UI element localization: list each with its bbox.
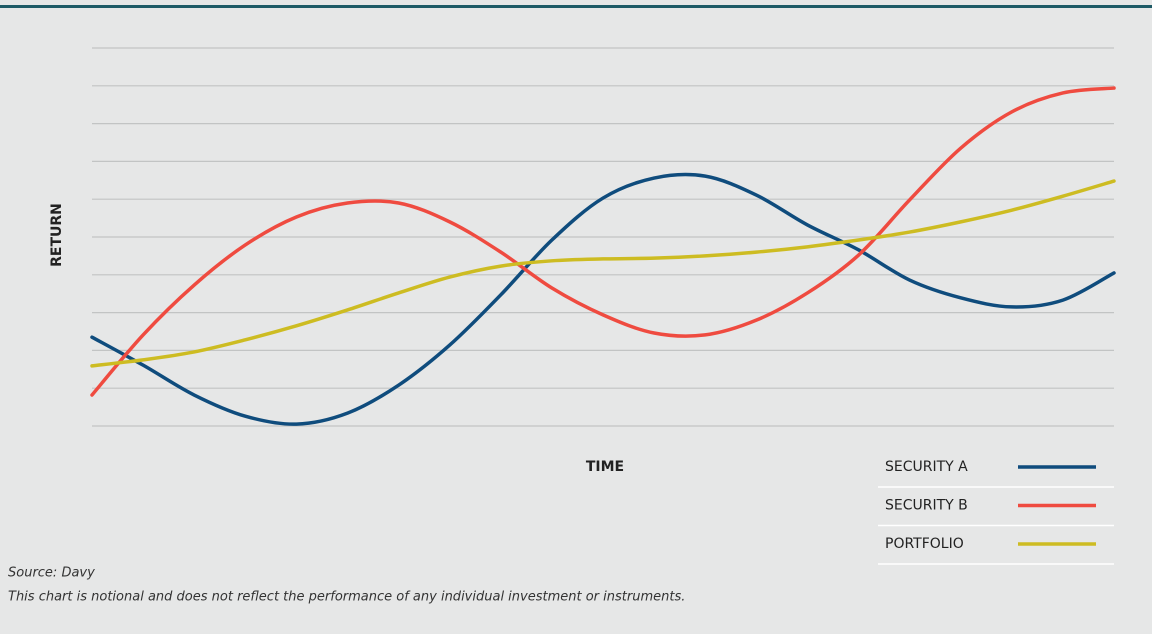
- legend-label: SECURITY B: [885, 498, 968, 514]
- series-line: [90, 179, 1116, 368]
- y-axis-label: RETURN: [49, 203, 65, 267]
- legend-label: SECURITY A: [885, 459, 968, 475]
- x-axis-label: TIME: [586, 459, 624, 475]
- series-line: [90, 172, 1116, 426]
- legend-label: PORTFOLIO: [885, 536, 964, 552]
- top-rule: [0, 5, 1152, 8]
- series-line: [90, 86, 1116, 397]
- source: Source: Davy: [8, 566, 95, 581]
- note: This chart is notional and does not refl…: [8, 590, 685, 605]
